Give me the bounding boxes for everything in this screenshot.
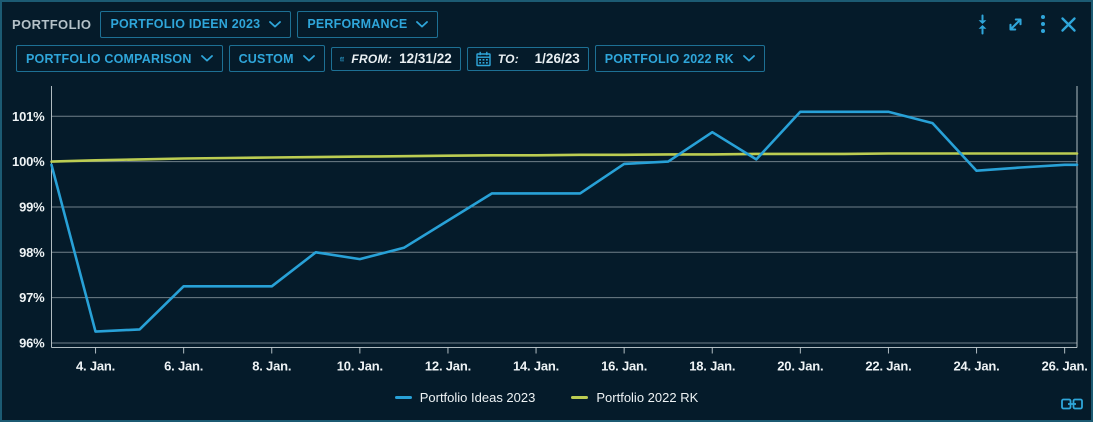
calendar-icon <box>476 51 491 66</box>
svg-text:100%: 100% <box>12 154 45 169</box>
to-date-field[interactable]: TO: 1/26/23 <box>466 46 589 71</box>
to-value: 1/26/23 <box>534 51 580 66</box>
chevron-down-icon <box>742 55 755 62</box>
chevron-down-icon <box>269 20 282 27</box>
range-select[interactable]: CUSTOM <box>228 45 325 72</box>
portfolio-label: PORTFOLIO <box>12 16 92 32</box>
svg-text:97%: 97% <box>19 290 45 305</box>
collapse-vertical-icon[interactable] <box>974 14 991 35</box>
svg-text:8. Jan.: 8. Jan. <box>252 359 291 374</box>
svg-text:10. Jan.: 10. Jan. <box>337 359 383 374</box>
legend-item-portfolio-2022-rk[interactable]: Portfolio 2022 RK <box>571 390 698 405</box>
chart-canvas[interactable]: 96% 97% 98% 99% 100% 101% 4. Jan. 6. Jan. 8. Jan… <box>2 68 1091 380</box>
legend-label: Portfolio Ideas 2023 <box>419 390 536 405</box>
x-axis-ticks <box>95 347 1066 354</box>
from-value: 12/31/22 <box>399 51 452 66</box>
header-bar: PORTFOLIO PORTFOLIO IDEEN 2023 PERFORMAN… <box>2 2 1091 40</box>
svg-text:24. Jan.: 24. Jan. <box>953 359 999 374</box>
benchmark-select[interactable]: PORTFOLIO 2022 RK <box>594 45 765 72</box>
comparison-select[interactable]: PORTFOLIO COMPARISON <box>16 45 223 72</box>
svg-text:22. Jan.: 22. Jan. <box>865 359 911 374</box>
legend-dash-yellow <box>571 396 589 399</box>
svg-text:18. Jan.: 18. Jan. <box>689 359 735 374</box>
y-axis-labels: 96% 97% 98% 99% 100% 101% <box>12 109 45 351</box>
portfolio-select-value: PORTFOLIO IDEEN 2023 <box>110 17 261 31</box>
svg-text:98%: 98% <box>19 245 45 260</box>
to-label: TO: <box>497 51 520 66</box>
svg-text:99%: 99% <box>19 199 45 214</box>
series-line-portfolio-2022-rk[interactable] <box>50 152 1079 163</box>
svg-text:96%: 96% <box>19 335 45 350</box>
chevron-down-icon <box>416 20 429 27</box>
calendar-icon <box>339 56 345 61</box>
x-axis-labels: 4. Jan. 6. Jan. 8. Jan. 10. Jan. 12. Jan. 14.… <box>76 359 1088 374</box>
svg-text:20. Jan.: 20. Jan. <box>777 359 823 374</box>
expand-icon[interactable] <box>1005 14 1026 35</box>
view-select[interactable]: PERFORMANCE <box>297 10 439 38</box>
legend-label: Portfolio 2022 RK <box>596 390 699 405</box>
link-icon[interactable] <box>1061 398 1083 410</box>
toolbar: PORTFOLIO COMPARISON CUSTOM FROM: 12/31/… <box>16 45 1083 72</box>
chevron-down-icon <box>200 55 213 62</box>
window-controls <box>974 14 1083 35</box>
close-icon[interactable] <box>1060 16 1077 33</box>
svg-text:101%: 101% <box>12 109 45 124</box>
svg-text:6. Jan.: 6. Jan. <box>164 359 203 374</box>
kebab-menu-icon[interactable] <box>1040 14 1046 34</box>
svg-text:12. Jan.: 12. Jan. <box>425 359 471 374</box>
svg-text:14. Jan.: 14. Jan. <box>513 359 559 374</box>
performance-chart[interactable]: 96% 97% 98% 99% 100% 101% 4. Jan. 6. Jan. 8. Jan… <box>2 68 1091 420</box>
from-date-field[interactable]: FROM: 12/31/22 <box>330 46 461 71</box>
legend-dash-blue <box>394 396 412 399</box>
svg-text:4. Jan.: 4. Jan. <box>76 359 115 374</box>
axes <box>51 86 1078 348</box>
svg-text:26. Jan.: 26. Jan. <box>1042 359 1088 374</box>
chevron-down-icon <box>302 55 315 62</box>
range-select-value: CUSTOM <box>238 51 294 66</box>
series-line-portfolio-ideas-2023[interactable] <box>50 110 1079 333</box>
from-label: FROM: <box>351 51 393 66</box>
svg-text:16. Jan.: 16. Jan. <box>601 359 647 374</box>
y-gridlines <box>51 115 1077 344</box>
chart-legend: Portfolio Ideas 2023 Portfolio 2022 RK <box>2 390 1091 405</box>
portfolio-select[interactable]: PORTFOLIO IDEEN 2023 <box>100 10 292 38</box>
view-select-value: PERFORMANCE <box>307 17 408 31</box>
benchmark-select-value: PORTFOLIO 2022 RK <box>604 51 734 66</box>
comparison-select-value: PORTFOLIO COMPARISON <box>26 51 192 66</box>
legend-item-portfolio-ideas-2023[interactable]: Portfolio Ideas 2023 <box>394 390 536 405</box>
